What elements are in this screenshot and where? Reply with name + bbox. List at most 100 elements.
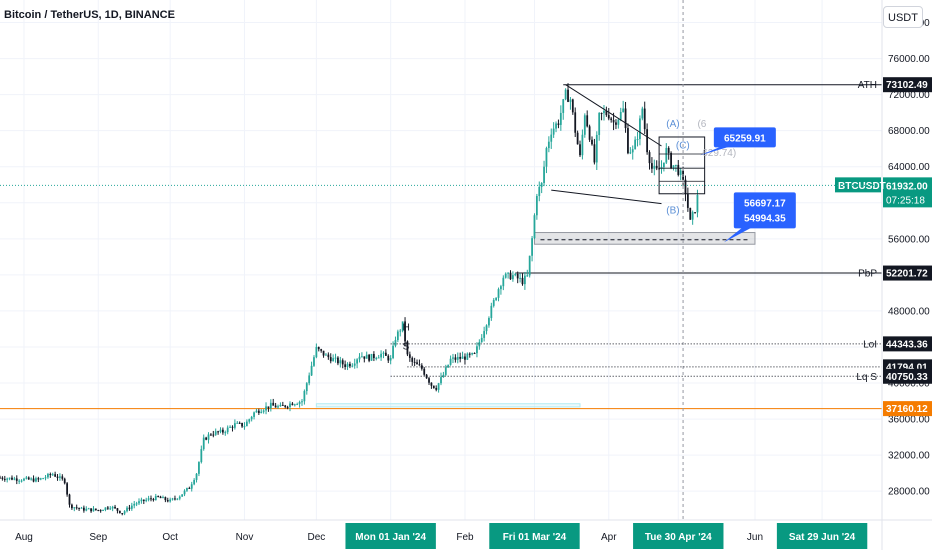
currency-button[interactable]: USDT — [883, 6, 923, 28]
candle-body — [92, 508, 95, 512]
candle-body — [629, 152, 632, 154]
time-tick-label: Dec — [307, 532, 325, 543]
candle-body — [49, 474, 52, 476]
candle-body — [20, 480, 23, 482]
candle-body — [260, 411, 263, 414]
candle-body — [665, 147, 668, 163]
candle-body — [308, 375, 311, 384]
level-tag-2 — [883, 336, 932, 352]
candle-body — [54, 474, 57, 477]
last-price-value: 61932.00 — [886, 181, 928, 192]
candle-body — [183, 490, 186, 495]
candle-body — [42, 478, 45, 480]
candle-body — [595, 134, 598, 163]
time-tick-label: Tue 30 Apr '24 — [645, 532, 712, 543]
candle-body — [356, 359, 359, 364]
candle-body — [178, 496, 181, 499]
candle-body — [219, 429, 222, 432]
candle-body — [368, 354, 370, 361]
candle-body — [370, 353, 373, 361]
candle-body — [147, 498, 150, 500]
candle-body — [559, 112, 562, 125]
callout-box-1 — [733, 192, 796, 229]
candle-body — [519, 277, 521, 279]
candle-body — [80, 507, 83, 509]
candle-body — [363, 356, 366, 359]
candle-body — [643, 108, 646, 130]
price-tick-label: 48000.00 — [888, 306, 930, 317]
price-axis[interactable]: 28000.0032000.0036000.0040000.0044000.00… — [835, 0, 932, 550]
candle-body — [269, 402, 272, 409]
candle-body — [444, 367, 447, 375]
level-tag-2-label: 44343.36 — [886, 339, 928, 350]
candle-body — [396, 331, 399, 341]
zone-1 — [315, 403, 581, 408]
candle-body — [267, 406, 270, 409]
candle-body — [233, 423, 236, 428]
candle-body — [514, 273, 517, 276]
candle-body — [394, 340, 397, 346]
candle-body — [418, 364, 421, 366]
price-tick-label: 28000.00 — [888, 487, 930, 498]
candle-body — [279, 404, 282, 407]
level-tag-0 — [883, 77, 932, 93]
candle-body — [317, 347, 320, 350]
candle-body — [557, 123, 560, 125]
candle-body — [229, 426, 231, 428]
candle-body — [305, 383, 308, 392]
candle-body — [11, 477, 13, 480]
candle-body — [653, 165, 656, 169]
candle-body — [502, 277, 505, 287]
time-tick-label: Feb — [456, 532, 474, 543]
time-tag-5 — [345, 523, 436, 549]
candle-body — [329, 357, 332, 362]
candle-body — [73, 507, 76, 509]
candle-body — [133, 503, 136, 506]
candle-body — [248, 419, 251, 422]
candle-body — [574, 112, 577, 133]
candle-body — [13, 478, 16, 480]
candle-body — [327, 354, 330, 358]
candle-body — [214, 431, 217, 435]
candle-body — [75, 507, 78, 509]
candle-body — [25, 477, 28, 479]
candle-body — [674, 164, 677, 166]
candle-body — [581, 134, 584, 156]
level-tag-1 — [883, 265, 932, 281]
candle-body — [224, 432, 227, 434]
candle-body — [586, 115, 589, 127]
candle-body — [243, 426, 246, 428]
candle-body — [464, 356, 466, 360]
candle-body — [588, 126, 591, 140]
candle-body — [337, 357, 339, 364]
candle-body — [504, 273, 507, 278]
candle-body — [97, 509, 100, 511]
candle-body — [639, 118, 641, 140]
candle-body — [281, 404, 284, 406]
candle-body — [411, 357, 414, 362]
candle-body — [138, 501, 140, 504]
time-axis[interactable]: Aug Sep Oct Nov Dec Mon 01 Jan '24 Feb Fri 01 M… — [0, 519, 932, 549]
candle-body — [631, 149, 634, 153]
candle-body — [696, 195, 699, 213]
candle-body — [619, 111, 622, 120]
time-tag-7 — [489, 523, 580, 549]
price-tick-label: 76000.00 — [888, 54, 930, 65]
candle-body — [440, 377, 442, 384]
candle-body — [154, 495, 157, 501]
candle-body — [593, 144, 596, 163]
time-tick-label: Aug — [15, 532, 33, 543]
candle-body — [401, 321, 404, 331]
candle-body — [605, 110, 608, 116]
candle-body — [39, 478, 42, 480]
candle-body — [102, 510, 104, 512]
candle-body — [241, 422, 243, 427]
zone-0 — [533, 232, 756, 245]
candle-body — [387, 355, 390, 361]
level-name: PbP — [858, 269, 877, 280]
candle-body — [226, 427, 229, 433]
candle-body — [528, 255, 531, 276]
time-tick-label: Nov — [236, 532, 254, 543]
